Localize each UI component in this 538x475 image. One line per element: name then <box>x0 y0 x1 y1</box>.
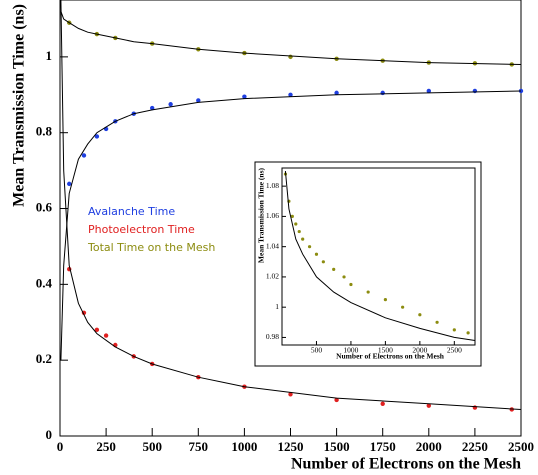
fit-curve <box>60 90 522 361</box>
data-point <box>418 313 422 317</box>
x-tick-label: 2000 <box>416 439 442 454</box>
data-point <box>426 403 431 408</box>
x-tick-label: 1250 <box>278 439 304 454</box>
x-tick-label: 1000 <box>343 346 358 355</box>
data-point <box>334 90 339 96</box>
legend-entry: Total Time on the Mesh <box>87 241 215 254</box>
data-point <box>150 105 155 111</box>
x-tick-label: 2250 <box>462 439 488 454</box>
data-point <box>94 327 100 333</box>
data-point <box>342 275 346 279</box>
y-tick-label: 0.98 <box>266 332 279 341</box>
y-axis-title: Mean Transmission Time (ns) <box>257 168 266 264</box>
x-axis-title: Number of Electrons on the Mesh <box>291 456 521 473</box>
y-tick-label: 1 <box>275 302 279 311</box>
x-tick-label: 750 <box>189 439 209 454</box>
fit-curve <box>60 11 522 65</box>
data-point <box>67 181 72 187</box>
x-tick-label: 1750 <box>370 439 396 454</box>
x-tick-label: 1000 <box>231 439 257 454</box>
data-point <box>297 229 301 234</box>
data-point <box>435 320 439 324</box>
data-point <box>380 401 385 406</box>
y-tick-label: 0.4 <box>36 275 53 290</box>
data-point <box>196 98 201 103</box>
data-point <box>301 237 305 241</box>
x-axis-title: Number of Electrons on the Mesh <box>336 352 445 361</box>
data-point <box>290 214 294 219</box>
data-point <box>349 282 353 287</box>
y-tick-label: 0.6 <box>36 200 53 215</box>
x-tick-label: 2500 <box>447 346 462 355</box>
data-point <box>103 333 109 338</box>
x-tick-label: 1500 <box>324 439 350 454</box>
data-point <box>426 88 431 94</box>
data-point <box>242 94 247 99</box>
fit-curve <box>284 170 476 341</box>
data-point <box>383 298 387 302</box>
data-point <box>288 92 293 97</box>
data-point <box>334 397 339 403</box>
data-point <box>288 392 293 397</box>
x-tick-label: 500 <box>142 439 162 454</box>
data-point <box>321 260 325 264</box>
data-point <box>472 88 478 94</box>
data-point <box>466 331 470 335</box>
y-tick-label: 1.06 <box>266 211 279 220</box>
x-tick-label: 500 <box>311 346 323 355</box>
data-point <box>509 407 514 412</box>
data-point <box>332 267 336 271</box>
x-tick-label: 2500 <box>508 439 534 454</box>
data-point <box>472 405 478 410</box>
data-point <box>518 88 524 94</box>
y-tick-label: 0 <box>46 427 53 442</box>
x-tick-label: 250 <box>96 439 116 454</box>
data-point <box>288 54 293 60</box>
data-point <box>294 222 298 226</box>
data-point <box>366 290 370 294</box>
data-point <box>307 245 312 249</box>
y-tick-label: 1.04 <box>266 241 279 250</box>
data-point <box>401 305 405 309</box>
y-axis-title: Mean Transmission Time (ns) <box>11 4 28 207</box>
legend-entry: Avalanche Time <box>88 205 175 218</box>
y-tick-label: 1.02 <box>266 272 279 281</box>
data-point <box>168 102 173 107</box>
x-tick-label: 1500 <box>378 346 393 355</box>
x-tick-label: 2000 <box>412 346 427 355</box>
y-tick-label: 1.08 <box>266 181 279 190</box>
data-point <box>452 328 456 332</box>
plot-frame <box>281 167 476 346</box>
data-point <box>81 153 87 158</box>
legend-entry: Photoelectron Time <box>88 223 195 236</box>
y-tick-label: 0.8 <box>36 124 53 139</box>
y-tick-label: 1 <box>46 48 53 63</box>
inset-frame <box>254 161 482 367</box>
data-point <box>94 134 100 139</box>
fit-curve <box>60 0 522 410</box>
data-point <box>314 252 319 256</box>
data-point <box>380 90 385 96</box>
y-tick-label: 0.2 <box>36 351 52 366</box>
x-tick-label: 0 <box>57 439 64 454</box>
